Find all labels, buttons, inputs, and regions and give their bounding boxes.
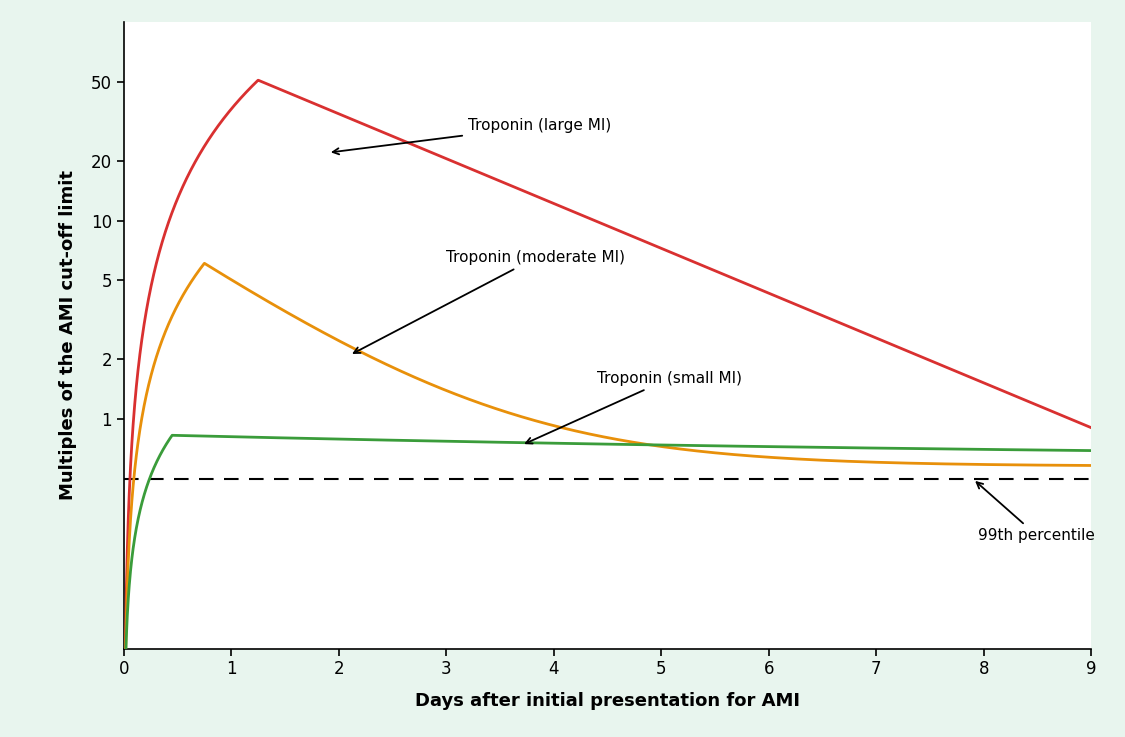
Text: 99th percentile: 99th percentile [976,482,1096,543]
Y-axis label: Multiples of the AMI cut-off limit: Multiples of the AMI cut-off limit [58,170,76,500]
X-axis label: Days after initial presentation for AMI: Days after initial presentation for AMI [415,692,800,710]
Text: Troponin (small MI): Troponin (small MI) [525,371,741,444]
Text: Troponin (large MI): Troponin (large MI) [333,119,611,154]
Text: Troponin (moderate MI): Troponin (moderate MI) [353,251,626,353]
